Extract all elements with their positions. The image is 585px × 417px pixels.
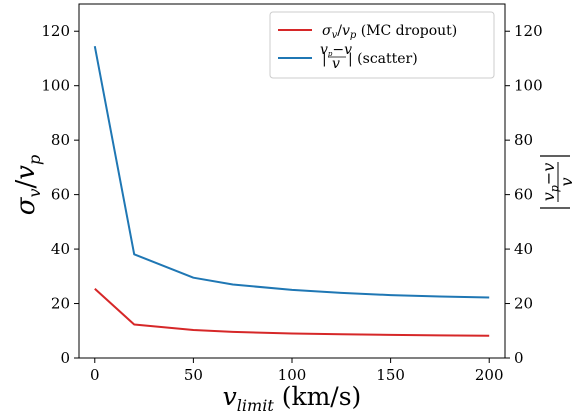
svg-text:v: v xyxy=(557,177,576,186)
y-tick-label-left: 20 xyxy=(51,295,70,313)
x-tick-label: 150 xyxy=(376,366,405,384)
legend-label-scatter: | vp−v v | (scatter) xyxy=(320,42,418,72)
y-tick-label-right: 120 xyxy=(514,22,543,40)
x-axis-label: vlimit (km/s) xyxy=(223,382,362,415)
x-tick-label: 50 xyxy=(184,366,203,384)
svg-text:vp−v: vp−v xyxy=(320,42,352,58)
legend-frame xyxy=(269,11,495,79)
svg-text:|: | xyxy=(322,51,327,67)
series-line-scatter xyxy=(93,46,490,299)
y-tick-label-left: 120 xyxy=(41,22,70,40)
x-tick-label: 200 xyxy=(475,366,504,384)
legend-label-mc-dropout: σv/vp (MC dropout) xyxy=(322,23,457,41)
y-tick-label-left: 0 xyxy=(60,349,70,367)
y-tick-label-left: 80 xyxy=(51,131,70,149)
y-tick-label-left: 60 xyxy=(51,186,70,204)
svg-text:| (scatter): | (scatter) xyxy=(348,51,418,67)
legend: σv/vp (MC dropout) | vp−v v | (scatter) xyxy=(269,11,495,79)
axis-ticks: 0 50 100 150 200 0 0 20 20 40 40 60 60 80 80 100 100 120 1… xyxy=(41,22,542,384)
y-tick-label-left: 40 xyxy=(51,240,70,258)
y-axis-label-right: vp−v v xyxy=(539,155,576,209)
series-line-mc-dropout xyxy=(94,288,490,337)
y-tick-label-right: 0 xyxy=(514,349,524,367)
y-tick-label-right: 60 xyxy=(514,186,533,204)
y-tick-label-right: 100 xyxy=(514,77,543,95)
x-tick-label: 0 xyxy=(90,366,100,384)
svg-text:v: v xyxy=(332,56,340,72)
svg-text:vp−v: vp−v xyxy=(539,163,561,202)
y-tick-label-right: 40 xyxy=(514,240,533,258)
y-axis-label-left: σv/vp xyxy=(11,155,44,216)
series-lines xyxy=(93,46,490,337)
y-tick-label-right: 20 xyxy=(514,295,533,313)
x-tick-label: 100 xyxy=(278,366,307,384)
y-tick-label-right: 80 xyxy=(514,131,533,149)
y-tick-label-left: 100 xyxy=(41,77,70,95)
